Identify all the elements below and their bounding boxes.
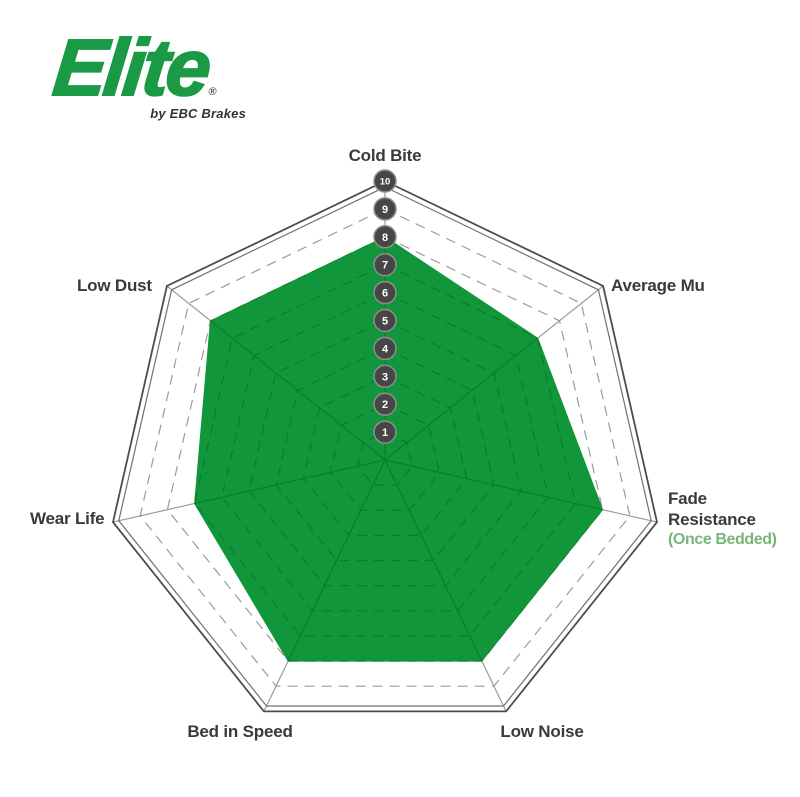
scale-badge-circle xyxy=(373,392,397,416)
scale-badge-number: 6 xyxy=(382,288,388,300)
scale-badge: 1 xyxy=(373,420,397,444)
axis-label-fade-sublabel: (Once Bedded) xyxy=(668,531,777,549)
scale-badge: 5 xyxy=(373,308,397,333)
scale-badge-number: 9 xyxy=(382,204,388,216)
outer-rim xyxy=(112,180,658,713)
grid-ring-dark xyxy=(329,403,441,511)
axis-spoke-dark xyxy=(384,459,603,523)
axis-label-low-dust: Low Dust xyxy=(77,276,152,295)
scale-badge-number: 2 xyxy=(382,399,388,411)
scale-badge-circle xyxy=(373,197,397,221)
axis-label-wear-life: Wear Life xyxy=(30,509,105,528)
axis-label-cold-bite: Cold Bite xyxy=(348,146,422,165)
scale-badge-circle xyxy=(373,280,397,305)
scale-badge: 6 xyxy=(373,280,397,305)
outer-rim-inner xyxy=(118,186,652,707)
scale-badge-circle xyxy=(373,364,397,389)
axis-spoke-dark xyxy=(194,459,386,523)
scale-badge: 9 xyxy=(373,197,397,221)
scale-badge: 8 xyxy=(373,225,397,249)
axis-spoke-dark xyxy=(384,459,507,662)
scale-badge: 4 xyxy=(373,336,397,361)
axis-label-fade-resistance: Fade Resistance (Once Bedded) xyxy=(668,489,777,550)
scale-badge-number: 7 xyxy=(382,260,388,272)
axis-label-fade-main: Fade Resistance xyxy=(668,489,756,529)
scale-badge-circle xyxy=(373,225,397,249)
grid-ring-dark xyxy=(248,319,522,587)
scale-badge-circle xyxy=(373,336,397,361)
axis-spoke-dark xyxy=(263,459,386,662)
brand-logo: Elite® by EBC Brakes xyxy=(48,22,246,121)
scale-badge-number: 4 xyxy=(382,343,389,355)
scale-badge-number: 10 xyxy=(380,176,391,187)
axis-label-low-noise: Low Noise xyxy=(500,722,584,741)
scale-badge-number: 5 xyxy=(382,315,388,327)
scale-badge: 2 xyxy=(373,392,397,416)
scale-badge: 7 xyxy=(373,252,397,277)
grid-ring-dark xyxy=(275,347,495,562)
axis-label-bed-in-speed: Bed in Speed xyxy=(187,722,293,741)
scale-badge-number: 8 xyxy=(382,232,388,244)
grid-ring xyxy=(166,236,604,662)
scale-badge-number: 3 xyxy=(382,371,388,383)
scale-badge: 10 xyxy=(373,169,397,193)
scale-badge-number: 1 xyxy=(382,427,388,439)
scale-badge-circle xyxy=(373,308,397,333)
grid-ring-dark xyxy=(194,264,577,637)
scale-badge-circle xyxy=(373,252,397,277)
scale-badge: 3 xyxy=(373,364,397,389)
grid-ring-dark xyxy=(357,431,413,486)
scale-badge-circle xyxy=(373,420,397,444)
scale-badge-circle xyxy=(373,169,397,193)
axis-label-average-mu: Average Mu xyxy=(611,276,705,295)
logo-tagline: by EBC Brakes xyxy=(150,106,246,121)
